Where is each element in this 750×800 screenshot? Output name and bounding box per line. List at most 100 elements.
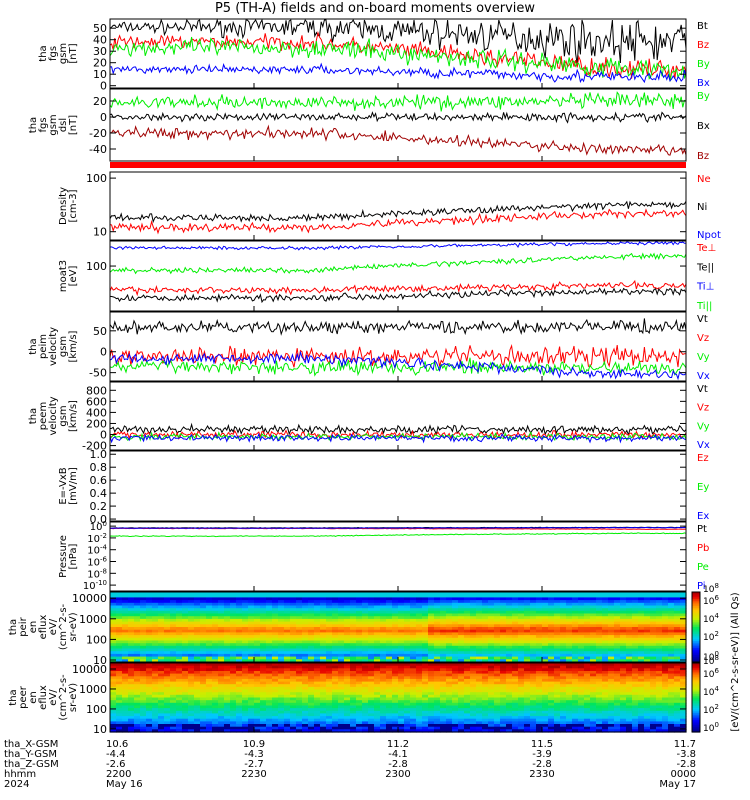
spectrogram-cell: [434, 597, 441, 601]
spectrogram-cell: [470, 694, 477, 699]
spectrogram-cell: [512, 686, 519, 691]
y-axis-label: (cm^2-s-: [58, 603, 69, 650]
spectrogram-cell: [542, 635, 549, 639]
spectrogram-cell: [206, 605, 213, 609]
spectrogram-cell: [428, 610, 435, 615]
spectrogram-cell: [656, 610, 663, 615]
spectrogram-cell: [356, 673, 363, 677]
series-line-Te||: [109, 287, 687, 304]
spectrogram-cell: [194, 668, 201, 672]
spectrogram-cell: [422, 592, 429, 596]
spectrogram-cell: [398, 656, 405, 660]
spectrogram-cell: [218, 713, 225, 717]
spectrogram-cell: [266, 718, 273, 722]
spectrogram-cell: [290, 684, 297, 688]
spectrogram-cell: [260, 640, 267, 644]
spectrogram-cell: [158, 621, 165, 625]
spectrogram-cell: [554, 594, 561, 598]
legend-Ez: Ez: [697, 453, 709, 464]
spectrogram-cell: [644, 616, 651, 620]
y-axis-label: tha: [28, 117, 39, 133]
spectrogram-cell: [242, 613, 249, 617]
spectrogram-cell: [560, 697, 567, 701]
spectrogram-cell: [410, 651, 417, 655]
spectrogram-cell: [590, 640, 597, 644]
spectrogram-cell: [500, 656, 507, 660]
spectrogram-cell: [464, 632, 471, 636]
spectrogram-cell: [422, 726, 429, 730]
spectrogram-cell: [134, 665, 141, 669]
spectrogram-cell: [224, 629, 231, 633]
spectrogram-cell: [110, 627, 117, 631]
spectrogram-cell: [170, 656, 177, 660]
spectrogram-cell: [386, 643, 393, 647]
spectrogram-cell: [344, 668, 351, 672]
spectrogram-cell: [566, 678, 573, 683]
spectrogram-cell: [278, 610, 285, 615]
spectrogram-cell: [404, 713, 411, 717]
spectrogram-cell: [626, 635, 633, 639]
spectrogram-cell: [302, 632, 309, 636]
spectrogram-cell: [236, 692, 243, 696]
spectrogram-cell: [578, 627, 585, 631]
spectrogram-cell: [332, 700, 339, 704]
spectrogram-cell: [140, 610, 147, 615]
spectrogram-cell: [362, 597, 369, 601]
spectrogram-cell: [290, 613, 297, 617]
spectrogram-cell: [350, 600, 357, 604]
spectrogram-cell: [584, 686, 591, 691]
spectrogram-cell: [146, 729, 153, 733]
spectrogram-cell: [488, 659, 495, 663]
spectrogram-cell: [128, 629, 135, 633]
spectrogram-cell: [140, 637, 147, 642]
spectrogram-cell: [206, 671, 213, 675]
spectrogram-cell: [182, 678, 189, 683]
spectrogram-cell: [398, 651, 405, 655]
spectrogram-cell: [620, 684, 627, 688]
spectrogram-cell: [260, 605, 267, 609]
spectrogram-cell: [110, 640, 117, 644]
spectrogram-cell: [332, 629, 339, 633]
spectrogram-cell: [278, 678, 285, 683]
spectrogram-cell: [368, 592, 375, 596]
spectrogram-cell: [620, 713, 627, 717]
spectrogram-cell: [242, 676, 249, 680]
spectrogram-cell: [350, 663, 357, 667]
spectrogram-cell: [596, 678, 603, 683]
spectrogram-cell: [320, 700, 327, 704]
spectrogram-cell: [482, 624, 489, 628]
spectrogram-cell: [236, 637, 243, 642]
spectrogram-cell: [602, 592, 609, 596]
spectrogram-cell: [308, 676, 315, 680]
spectrogram-cell: [638, 627, 645, 631]
spectrogram-cell: [494, 729, 501, 733]
spectrogram-cell: [374, 640, 381, 644]
spectrogram-cell: [284, 618, 291, 623]
spectrogram-cell: [194, 600, 201, 604]
spectrogram-cell: [392, 592, 399, 596]
spectrogram-cell: [410, 648, 417, 652]
spectrogram-cell: [398, 726, 405, 730]
spectrogram-cell: [560, 627, 567, 631]
spectrogram-cell: [314, 689, 321, 693]
spectrogram-cell: [428, 632, 435, 636]
spectrogram-cell: [230, 692, 237, 696]
spectrogram-cell: [386, 673, 393, 677]
spectrogram-cell: [332, 592, 339, 596]
spectrogram-cell: [548, 671, 555, 675]
spectrogram-cell: [146, 705, 153, 709]
spectrogram-cell: [542, 673, 549, 677]
spectrogram-cell: [362, 651, 369, 655]
spectrogram-cell: [638, 648, 645, 652]
spectrogram-cell: [110, 653, 117, 658]
spectrogram-cell: [128, 610, 135, 615]
spectrogram-cell: [464, 653, 471, 658]
spectrogram-cell: [494, 700, 501, 704]
spectrogram-cell: [518, 700, 525, 704]
spectrogram-cell: [518, 702, 525, 707]
spectrogram-cell: [386, 592, 393, 596]
spectrogram-cell: [338, 694, 345, 699]
spectrogram-cell: [452, 653, 459, 658]
spectrogram-cell: [386, 648, 393, 652]
